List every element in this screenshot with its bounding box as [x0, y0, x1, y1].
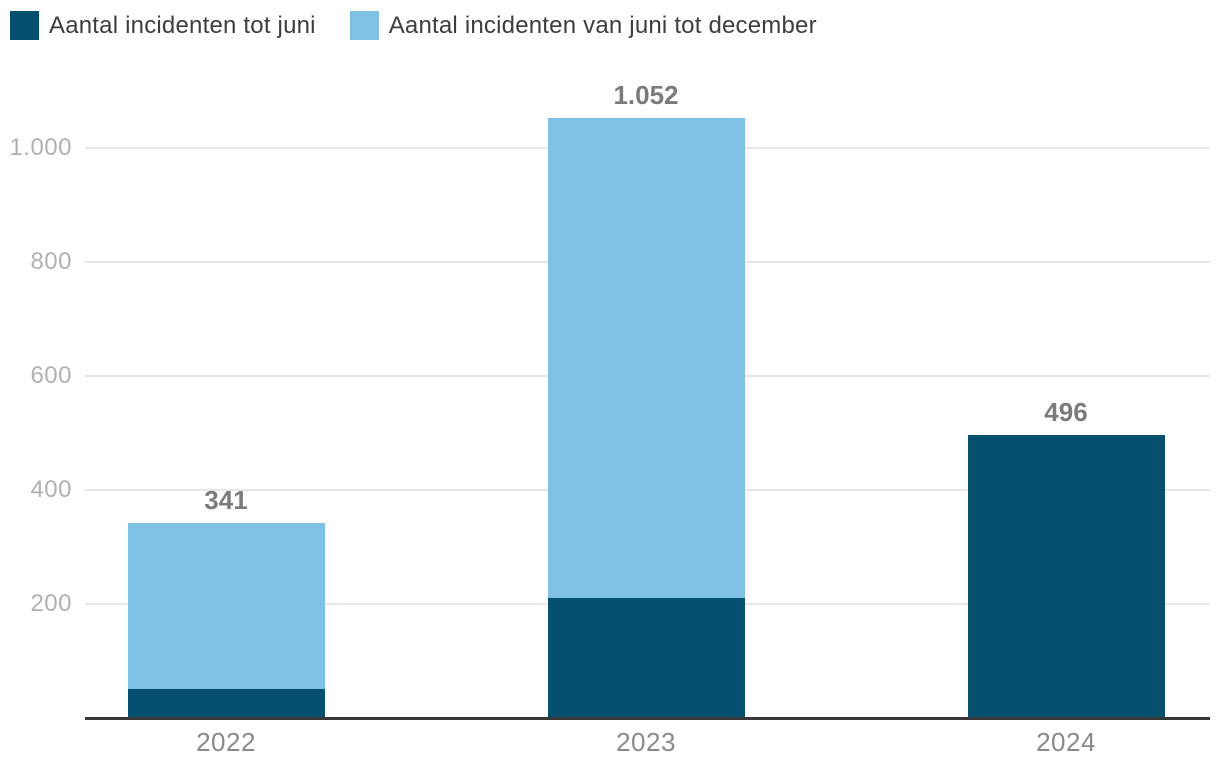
bar-2022: [127, 523, 325, 718]
legend-item-tot-juni: Aantal incidenten tot juni: [10, 11, 316, 40]
legend-item-juni-tot-december: Aantal incidenten van juni tot december: [349, 11, 817, 40]
value-label-2022: 341: [204, 485, 248, 516]
y-axis-tick-label: 1.000: [9, 134, 72, 161]
bar-segment-juni-tot-december-2022: [127, 523, 325, 690]
value-label-2024: 496: [1044, 397, 1088, 428]
legend: Aantal incidenten tot juni Aantal incide…: [10, 11, 817, 40]
legend-swatch-dark-blue: [10, 11, 39, 40]
bar-2023: [547, 118, 745, 718]
x-axis-label-2023: 2023: [616, 727, 676, 757]
legend-label-tot-juni: Aantal incidenten tot juni: [49, 11, 316, 39]
y-axis-tick-label: 600: [30, 361, 72, 389]
x-axis-label-2024: 2024: [1036, 727, 1096, 757]
bar-segment-tot-juni-2022: [127, 689, 325, 718]
bar-segment-juni-tot-december-2023: [547, 118, 745, 598]
bar-segment-tot-juni-2024: [967, 435, 1165, 718]
bar-2024: [967, 435, 1165, 718]
y-axis-tick-label: 200: [30, 589, 72, 617]
x-axis-label-2022: 2022: [196, 727, 256, 757]
bar-segment-tot-juni-2023: [547, 597, 745, 718]
x-axis-line: [85, 717, 1210, 720]
value-label-2023: 1.052: [613, 80, 679, 111]
y-axis-tick-label: 800: [30, 247, 72, 275]
legend-label-juni-tot-december: Aantal incidenten van juni tot december: [388, 11, 817, 39]
y-axis-tick-label: 400: [30, 475, 72, 503]
legend-swatch-light-blue: [349, 11, 379, 40]
